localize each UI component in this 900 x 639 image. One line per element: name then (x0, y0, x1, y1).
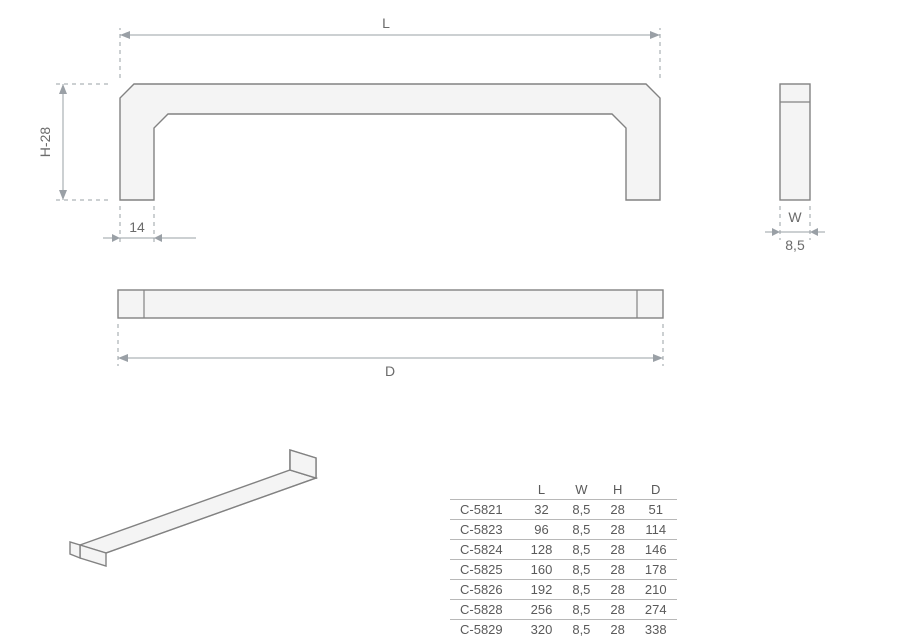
cell-L: 192 (521, 580, 563, 600)
cell-D: 114 (635, 520, 677, 540)
table-header-row: L W H D (450, 480, 677, 500)
dim-L-label: L (382, 15, 390, 31)
dim-leg-width: 14 (129, 219, 145, 235)
row-id: C-5824 (450, 540, 521, 560)
cell-W: 8,5 (562, 620, 600, 639)
cell-D: 146 (635, 540, 677, 560)
table-row: C-58282568,528274 (450, 600, 677, 620)
dim-H-label: H-28 (37, 127, 53, 158)
table-row: C-58261928,528210 (450, 580, 677, 600)
cell-W: 8,5 (562, 560, 600, 580)
dim-W-value: 8,5 (785, 237, 805, 253)
cell-L: 32 (521, 500, 563, 520)
cell-H: 28 (600, 560, 634, 580)
row-id: C-5828 (450, 600, 521, 620)
cell-L: 256 (521, 600, 563, 620)
top-view: D (118, 290, 663, 379)
col-D: D (635, 480, 677, 500)
row-id: C-5825 (450, 560, 521, 580)
cell-H: 28 (600, 600, 634, 620)
table-row: C-58251608,528178 (450, 560, 677, 580)
cell-D: 210 (635, 580, 677, 600)
col-W: W (562, 480, 600, 500)
row-id: C-5829 (450, 620, 521, 639)
cell-L: 160 (521, 560, 563, 580)
cell-H: 28 (600, 580, 634, 600)
row-id: C-5821 (450, 500, 521, 520)
isometric-view (70, 450, 316, 566)
table-row: C-58293208,528338 (450, 620, 677, 639)
cell-H: 28 (600, 620, 634, 639)
col-L: L (521, 480, 563, 500)
cell-D: 274 (635, 600, 677, 620)
cell-L: 320 (521, 620, 563, 639)
cell-W: 8,5 (562, 540, 600, 560)
cell-L: 96 (521, 520, 563, 540)
cell-D: 51 (635, 500, 677, 520)
cell-W: 8,5 (562, 520, 600, 540)
cell-D: 338 (635, 620, 677, 639)
cell-H: 28 (600, 540, 634, 560)
col-H: H (600, 480, 634, 500)
cell-L: 128 (521, 540, 563, 560)
cell-W: 8,5 (562, 600, 600, 620)
cell-W: 8,5 (562, 580, 600, 600)
row-id: C-5826 (450, 580, 521, 600)
side-view: W 8,5 (765, 84, 825, 253)
cell-H: 28 (600, 500, 634, 520)
dimensions-table-wrap: L W H D C-5821328,52851C-5823968,528114C… (450, 480, 677, 639)
table-row: C-5821328,52851 (450, 500, 677, 520)
dim-W-label: W (788, 209, 802, 225)
cell-W: 8,5 (562, 500, 600, 520)
dimensions-table: L W H D C-5821328,52851C-5823968,528114C… (450, 480, 677, 639)
row-id: C-5823 (450, 520, 521, 540)
cell-H: 28 (600, 520, 634, 540)
front-view: L H-28 14 (37, 15, 660, 246)
dim-D-label: D (385, 363, 395, 379)
cell-D: 178 (635, 560, 677, 580)
table-row: C-58241288,528146 (450, 540, 677, 560)
table-row: C-5823968,528114 (450, 520, 677, 540)
